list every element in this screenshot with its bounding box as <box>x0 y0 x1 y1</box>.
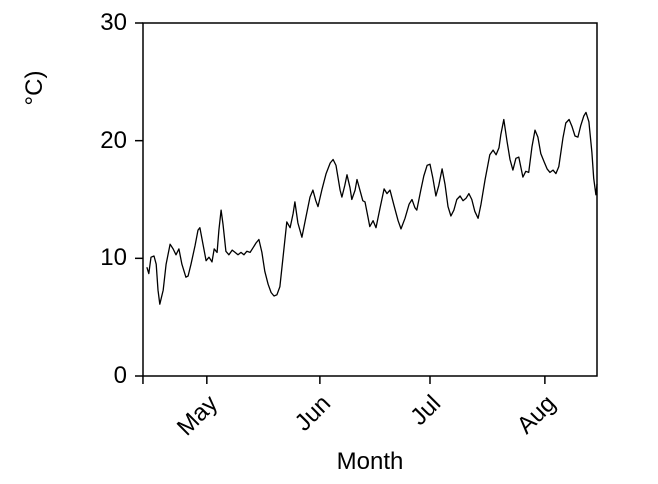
y-tick-label: 10 <box>100 244 127 272</box>
plot-frame <box>142 22 598 377</box>
y-tick-label: 0 <box>113 362 127 389</box>
temperature-line <box>146 111 598 305</box>
y-tick-label: 20 <box>100 126 127 154</box>
y-axis-label: °C) <box>21 70 48 106</box>
x-axis-label: Month <box>336 448 404 475</box>
y-tick-label: 30 <box>100 9 127 36</box>
